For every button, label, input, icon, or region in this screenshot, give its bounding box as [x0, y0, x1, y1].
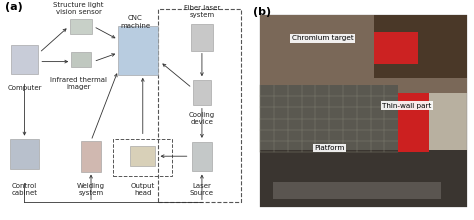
Bar	[374, 15, 467, 78]
Text: Thin-wall part: Thin-wall part	[383, 103, 432, 109]
Text: Control
cabinet: Control cabinet	[11, 183, 37, 196]
Text: Output
head: Output head	[131, 183, 155, 196]
Bar	[260, 85, 398, 152]
Text: Chromium target: Chromium target	[292, 35, 354, 41]
Bar	[118, 26, 157, 75]
Bar	[81, 141, 101, 172]
Bar	[193, 80, 210, 104]
Text: Laser
Source: Laser Source	[190, 183, 214, 196]
Bar	[71, 52, 91, 67]
Text: Fiber laser
system: Fiber laser system	[184, 4, 220, 18]
Text: CNC
machine: CNC machine	[120, 15, 150, 29]
Text: Computer: Computer	[7, 85, 42, 91]
Bar	[192, 142, 212, 170]
Text: Structure light
vision sensor: Structure light vision sensor	[54, 2, 104, 15]
Text: Welding
system: Welding system	[77, 183, 105, 196]
Text: (a): (a)	[5, 2, 22, 12]
Bar	[260, 150, 467, 207]
Bar	[191, 24, 213, 51]
Text: Platform: Platform	[314, 145, 345, 151]
Bar	[130, 146, 155, 166]
Text: (b): (b)	[254, 7, 272, 16]
Bar	[374, 32, 418, 64]
Text: Cooling
device: Cooling device	[189, 112, 215, 125]
Text: Infrared thermal
imager: Infrared thermal imager	[50, 77, 107, 90]
Bar	[273, 182, 440, 199]
Bar	[260, 15, 467, 93]
Bar	[9, 139, 39, 169]
Bar	[11, 45, 38, 74]
Bar	[70, 19, 92, 34]
Bar	[398, 93, 429, 152]
